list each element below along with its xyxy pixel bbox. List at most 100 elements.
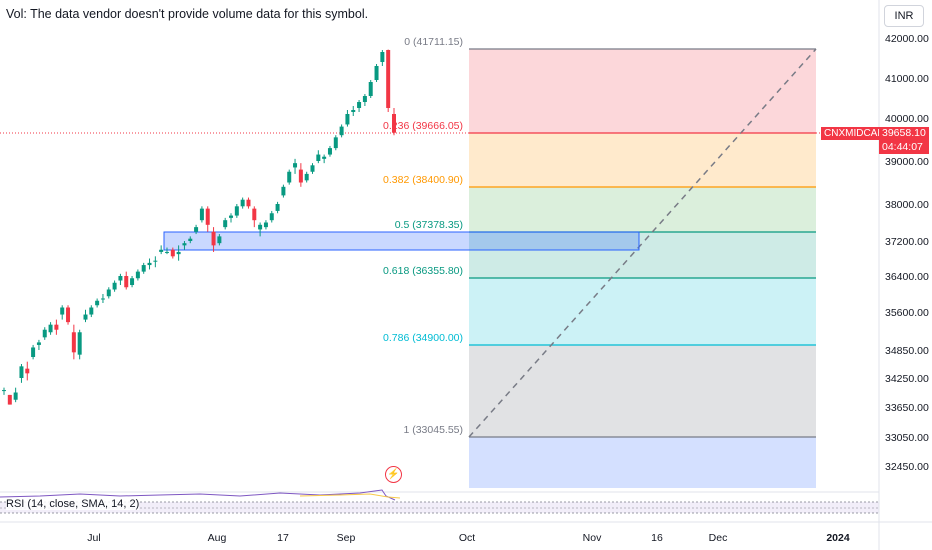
candle-body[interactable] bbox=[199, 208, 204, 221]
candle-body[interactable] bbox=[392, 114, 396, 133]
candle-body[interactable] bbox=[223, 220, 228, 228]
fib-zone bbox=[469, 278, 816, 345]
candle-body[interactable] bbox=[42, 329, 47, 338]
price-axis-label: 38000.00 bbox=[885, 199, 929, 211]
fib-level-label: 0.5 (37378.35) bbox=[395, 219, 463, 231]
candle-body[interactable] bbox=[263, 222, 268, 228]
candle-body[interactable] bbox=[362, 96, 367, 102]
rsi-pane[interactable] bbox=[0, 489, 879, 514]
candle-body[interactable] bbox=[25, 368, 30, 374]
candle-body[interactable] bbox=[2, 390, 6, 392]
candle-body[interactable] bbox=[141, 265, 146, 272]
candle-body[interactable] bbox=[130, 278, 135, 285]
candle-body[interactable] bbox=[147, 262, 152, 266]
candle-body[interactable] bbox=[164, 251, 169, 253]
currency-button[interactable]: INR bbox=[884, 5, 924, 27]
candle-body[interactable] bbox=[298, 169, 303, 183]
time-axis-label: 2024 bbox=[826, 532, 850, 544]
candle-body[interactable] bbox=[153, 260, 158, 262]
candle-body[interactable] bbox=[246, 199, 251, 207]
candle-body[interactable] bbox=[380, 52, 385, 62]
candle-body[interactable] bbox=[71, 332, 76, 353]
candle-body[interactable] bbox=[327, 148, 332, 155]
candle-body[interactable] bbox=[316, 154, 321, 161]
price-axis-label: 42000.00 bbox=[885, 33, 929, 45]
candle-body[interactable] bbox=[351, 110, 356, 112]
candle-body[interactable] bbox=[60, 307, 65, 315]
price-axis-label: 32450.00 bbox=[885, 461, 929, 473]
fib-level-label: 0 (41711.15) bbox=[404, 36, 463, 48]
fib-zone bbox=[469, 133, 816, 187]
candle-body[interactable] bbox=[310, 165, 315, 172]
candle-body[interactable] bbox=[258, 224, 263, 230]
candlestick-series[interactable] bbox=[2, 49, 396, 405]
candle-body[interactable] bbox=[54, 324, 59, 330]
candle-body[interactable] bbox=[234, 206, 239, 216]
candle-body[interactable] bbox=[217, 236, 222, 244]
candle-body[interactable] bbox=[182, 243, 187, 246]
candle-body[interactable] bbox=[357, 102, 362, 108]
candle-body[interactable] bbox=[269, 213, 274, 221]
candle-body[interactable] bbox=[229, 215, 234, 218]
time-axis-label: Nov bbox=[583, 532, 602, 544]
candle-body[interactable] bbox=[66, 307, 71, 323]
support-zone-rectangle[interactable] bbox=[163, 231, 640, 251]
candle-body[interactable] bbox=[293, 163, 298, 168]
candle-body[interactable] bbox=[188, 238, 193, 241]
candle-body[interactable] bbox=[159, 249, 164, 252]
candle-body[interactable] bbox=[31, 347, 36, 357]
time-axis[interactable]: Jul Aug 17 Sep Oct Nov 16 Dec 2024 bbox=[87, 532, 850, 544]
fib-level-label: 0.382 (38400.90) bbox=[383, 174, 463, 186]
candle-body[interactable] bbox=[13, 392, 18, 400]
candle-body[interactable] bbox=[89, 307, 94, 315]
candle-body[interactable] bbox=[36, 342, 41, 345]
candle-body[interactable] bbox=[240, 199, 245, 207]
candle-body[interactable] bbox=[48, 324, 53, 333]
price-axis-label: 33650.00 bbox=[885, 402, 929, 414]
fib-trend-line[interactable] bbox=[468, 48, 817, 438]
candle-body[interactable] bbox=[287, 171, 292, 183]
candle-body[interactable] bbox=[345, 114, 350, 125]
candle-body[interactable] bbox=[106, 289, 111, 297]
candle-body[interactable] bbox=[77, 332, 82, 355]
candle-body[interactable] bbox=[275, 204, 280, 211]
candle-body[interactable] bbox=[95, 300, 100, 306]
candle-body[interactable] bbox=[118, 276, 123, 281]
time-axis-label: 16 bbox=[651, 532, 663, 544]
candle-body[interactable] bbox=[339, 126, 344, 136]
candle-body[interactable] bbox=[100, 298, 105, 300]
time-axis-label: 17 bbox=[277, 532, 289, 544]
candle-body[interactable] bbox=[83, 314, 88, 320]
candle-body[interactable] bbox=[7, 394, 12, 405]
time-axis-label: Oct bbox=[459, 532, 475, 544]
candle-body[interactable] bbox=[124, 276, 129, 288]
candle-body[interactable] bbox=[19, 366, 24, 378]
time-axis-label: Aug bbox=[208, 532, 227, 544]
candle-body[interactable] bbox=[112, 282, 117, 290]
fib-zone bbox=[469, 187, 816, 232]
candle-body[interactable] bbox=[252, 208, 257, 221]
rsi-legend-label[interactable]: RSI (14, close, SMA, 14, 2) bbox=[6, 498, 140, 510]
price-axis-label: 39000.00 bbox=[885, 156, 929, 168]
candle-body[interactable] bbox=[386, 50, 391, 108]
rsi-line bbox=[0, 489, 396, 501]
candle-body[interactable] bbox=[170, 249, 175, 257]
candle-body[interactable] bbox=[322, 156, 327, 159]
candle-body[interactable] bbox=[281, 186, 286, 196]
fib-zone bbox=[469, 345, 816, 437]
candle-body[interactable] bbox=[304, 173, 309, 181]
price-axis[interactable]: 42000.00 41000.00 40000.00 39000.00 38000.00… bbox=[885, 33, 929, 473]
fibonacci-retracement[interactable]: 0 (41711.15) 0.236 (39666.05) 0.382 (38400… bbox=[383, 36, 816, 488]
candle-body[interactable] bbox=[368, 82, 373, 96]
candle-body[interactable] bbox=[135, 271, 140, 279]
plot-area[interactable] bbox=[0, 0, 879, 550]
candle-body[interactable] bbox=[211, 231, 216, 246]
candle-body[interactable] bbox=[333, 137, 338, 149]
candle-body[interactable] bbox=[194, 227, 199, 232]
flash-icon[interactable]: ⚡ bbox=[385, 466, 402, 483]
candle-body[interactable] bbox=[176, 251, 181, 255]
candle-body[interactable] bbox=[374, 66, 379, 80]
candle-body[interactable] bbox=[205, 208, 210, 225]
price-axis-label: 37200.00 bbox=[885, 236, 929, 248]
